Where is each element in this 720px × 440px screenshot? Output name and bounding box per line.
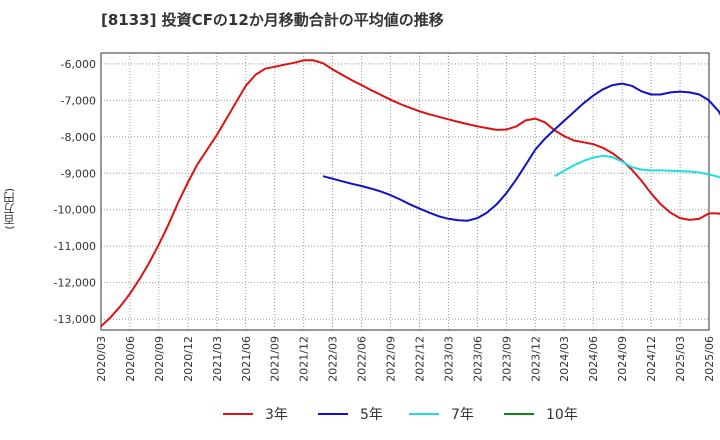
- x-tick-label: 2025/03: [674, 336, 687, 382]
- x-tick-label: 2020/03: [95, 336, 108, 382]
- x-tick-label: 2021/09: [269, 336, 282, 382]
- x-tick-label: 2023/06: [471, 336, 484, 382]
- plot-frame: [100, 52, 710, 331]
- series-line-3: [554, 154, 720, 179]
- y-tick-label: -6,000: [61, 58, 96, 71]
- legend-label-3: 7年: [451, 407, 474, 423]
- series-line-2: [322, 82, 720, 222]
- x-tick-label: 2024/06: [587, 336, 600, 382]
- x-tick-label: 2020/06: [124, 336, 137, 382]
- y-tick-label: -13,000: [54, 313, 96, 326]
- series-line-1: [100, 59, 720, 328]
- y-tick-label: -10,000: [54, 204, 96, 217]
- x-tick-label: 2021/06: [240, 336, 253, 382]
- x-tick-label: 2022/12: [413, 336, 426, 382]
- legend-label-4: 10年: [546, 407, 578, 423]
- y-tick-label: -9,000: [61, 167, 96, 180]
- x-tick-label: 2025/06: [703, 336, 716, 382]
- y-tick-label: -8,000: [61, 131, 96, 144]
- x-tick-label: 2020/12: [182, 336, 195, 382]
- x-tick-label: 2023/09: [500, 336, 513, 382]
- x-tick-label: 2024/03: [558, 336, 571, 382]
- x-tick-label: 2022/06: [356, 336, 369, 382]
- x-tick-label: 2021/03: [211, 336, 224, 382]
- y-tick-label: -7,000: [61, 94, 96, 107]
- chart-title: [8133] 投資CFの12か月移動合計の平均値の推移: [101, 11, 444, 29]
- y-tick-label: -11,000: [54, 240, 96, 253]
- x-tick-label: 2024/09: [616, 336, 629, 382]
- x-tick-label: 2023/12: [529, 336, 542, 382]
- x-tick-label: 2023/03: [442, 336, 455, 382]
- legend-label-1: 3年: [265, 407, 288, 423]
- legend-label-2: 5年: [360, 407, 383, 423]
- x-tick-label: 2021/12: [298, 336, 311, 382]
- x-tick-label: 2022/09: [385, 336, 398, 382]
- x-tick-label: 2024/12: [645, 336, 658, 382]
- x-tick-label: 2022/03: [327, 336, 340, 382]
- x-tick-label: 2020/09: [153, 336, 166, 382]
- y-tick-label: -12,000: [54, 277, 96, 290]
